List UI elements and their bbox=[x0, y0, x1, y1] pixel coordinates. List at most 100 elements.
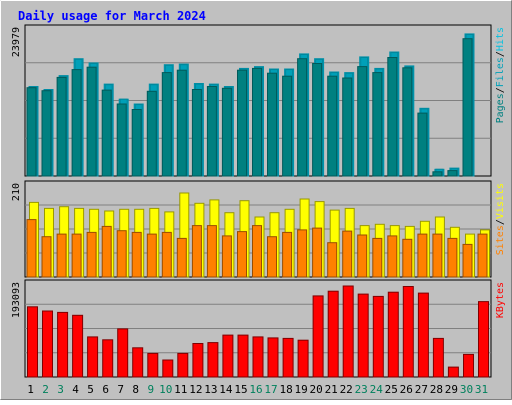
bar-kbytes-day-21 bbox=[327, 290, 339, 378]
x-tick-label-day-12: 12 bbox=[189, 383, 202, 396]
bar-pages-day-17 bbox=[267, 72, 277, 177]
bar-sites-day-1 bbox=[26, 219, 37, 278]
bar-kbytes-day-19 bbox=[297, 339, 309, 378]
x-tick-label-day-31: 31 bbox=[475, 383, 488, 396]
bar-kbytes-day-10 bbox=[162, 359, 174, 378]
x-tick-label-day-11: 11 bbox=[174, 383, 187, 396]
legend-item-files: Files bbox=[495, 57, 506, 87]
bar-pages-day-28 bbox=[432, 171, 443, 177]
legend-middle: Sites/Visits bbox=[495, 183, 506, 255]
bar-sites-day-15 bbox=[237, 231, 247, 278]
x-tick-label-day-23: 23 bbox=[355, 383, 368, 396]
bar-kbytes-day-25 bbox=[387, 291, 399, 378]
legend-bottom: KBytes bbox=[495, 282, 506, 318]
chart-title: Daily usage for March 2024 bbox=[18, 9, 206, 23]
x-tick-label-day-6: 6 bbox=[102, 383, 109, 396]
x-tick-label-day-21: 21 bbox=[325, 383, 338, 396]
bar-pages-day-20 bbox=[312, 63, 323, 177]
bar-kbytes-day-31 bbox=[478, 301, 489, 378]
bar-pages-day-15 bbox=[237, 69, 247, 177]
bar-pages-day-1 bbox=[26, 87, 37, 177]
bar-sites-day-28 bbox=[432, 233, 443, 278]
bar-kbytes-day-23 bbox=[357, 293, 369, 378]
bar-kbytes-day-20 bbox=[312, 295, 324, 378]
x-tick-label-day-28: 28 bbox=[430, 383, 443, 396]
bar-pages-day-26 bbox=[402, 67, 413, 177]
bar-sites-day-10 bbox=[161, 231, 172, 278]
bar-pages-day-10 bbox=[161, 72, 172, 177]
bar-pages-day-16 bbox=[252, 67, 262, 177]
bar-pages-day-27 bbox=[417, 112, 428, 177]
bar-sites-day-5 bbox=[86, 231, 97, 278]
bar-sites-day-16 bbox=[252, 225, 262, 278]
bar-kbytes-day-4 bbox=[72, 314, 84, 378]
bar-kbytes-day-17 bbox=[267, 337, 279, 378]
bar-sites-day-19 bbox=[297, 229, 308, 278]
bar-sites-day-18 bbox=[282, 231, 293, 278]
bar-sites-day-26 bbox=[402, 238, 413, 278]
legend-separator: / bbox=[495, 219, 506, 225]
bar-sites-day-8 bbox=[131, 231, 142, 278]
bar-kbytes-day-7 bbox=[117, 328, 129, 378]
bar-sites-day-12 bbox=[191, 225, 202, 278]
bar-kbytes-day-2 bbox=[42, 310, 53, 378]
bar-pages-day-22 bbox=[342, 77, 353, 177]
x-tick-label-day-14: 14 bbox=[219, 383, 233, 396]
x-tick-label-day-17: 17 bbox=[264, 383, 277, 396]
bar-sites-day-17 bbox=[267, 236, 277, 278]
bar-pages-day-8 bbox=[131, 109, 142, 177]
legend-top: Pages/Files/Hits bbox=[495, 27, 506, 123]
x-tick-label-day-19: 19 bbox=[294, 383, 307, 396]
bar-sites-day-30 bbox=[462, 243, 473, 278]
bar-pages-day-9 bbox=[146, 90, 157, 177]
bar-kbytes-day-13 bbox=[207, 342, 219, 378]
bar-pages-day-19 bbox=[297, 58, 308, 177]
x-tick-label-day-9: 9 bbox=[147, 383, 154, 396]
bar-kbytes-day-11 bbox=[177, 352, 189, 378]
bar-sites-day-21 bbox=[327, 242, 338, 278]
bar-pages-day-12 bbox=[191, 89, 202, 177]
bar-kbytes-day-12 bbox=[192, 343, 204, 378]
bar-kbytes-day-24 bbox=[372, 295, 384, 378]
x-tick-label-day-25: 25 bbox=[385, 383, 398, 396]
legend-item-kbytes: KBytes bbox=[495, 282, 506, 318]
bar-sites-day-4 bbox=[71, 233, 82, 278]
bar-sites-day-29 bbox=[447, 237, 458, 278]
bar-sites-day-3 bbox=[56, 233, 67, 278]
bar-sites-day-31 bbox=[477, 233, 488, 278]
x-tick-label-day-20: 20 bbox=[309, 383, 322, 396]
legend-item-pages: Pages bbox=[495, 93, 506, 123]
bar-sites-day-23 bbox=[357, 234, 368, 278]
bar-kbytes-day-3 bbox=[57, 311, 69, 378]
bar-kbytes-day-15 bbox=[237, 334, 249, 378]
x-tick-label-day-15: 15 bbox=[234, 383, 247, 396]
bar-pages-day-14 bbox=[221, 87, 232, 177]
y-max-label-middle: 210 bbox=[11, 183, 22, 201]
x-tick-label-day-5: 5 bbox=[87, 383, 94, 396]
bar-pages-day-30 bbox=[462, 38, 473, 177]
bar-sites-day-9 bbox=[146, 233, 157, 278]
bar-pages-day-5 bbox=[86, 66, 97, 177]
bar-pages-day-7 bbox=[116, 103, 127, 177]
bar-pages-day-18 bbox=[282, 75, 293, 177]
bar-pages-day-2 bbox=[41, 90, 52, 177]
bar-sites-day-22 bbox=[342, 230, 353, 278]
x-tick-label-day-26: 26 bbox=[400, 383, 413, 396]
bar-kbytes-day-22 bbox=[342, 285, 354, 378]
x-tick-label-day-27: 27 bbox=[415, 383, 428, 396]
bar-kbytes-day-16 bbox=[252, 336, 264, 378]
bar-kbytes-day-8 bbox=[132, 347, 144, 378]
bar-pages-day-13 bbox=[206, 86, 217, 177]
bar-kbytes-day-9 bbox=[147, 352, 159, 378]
bar-sites-day-20 bbox=[312, 227, 323, 278]
bar-sites-day-11 bbox=[176, 237, 187, 278]
bar-kbytes-day-28 bbox=[432, 337, 444, 378]
x-tick-label-day-1: 1 bbox=[27, 383, 34, 396]
x-tick-label-day-13: 13 bbox=[204, 383, 217, 396]
bar-pages-day-21 bbox=[327, 75, 338, 177]
bar-sites-day-24 bbox=[372, 237, 383, 278]
bar-sites-day-2 bbox=[41, 236, 52, 278]
